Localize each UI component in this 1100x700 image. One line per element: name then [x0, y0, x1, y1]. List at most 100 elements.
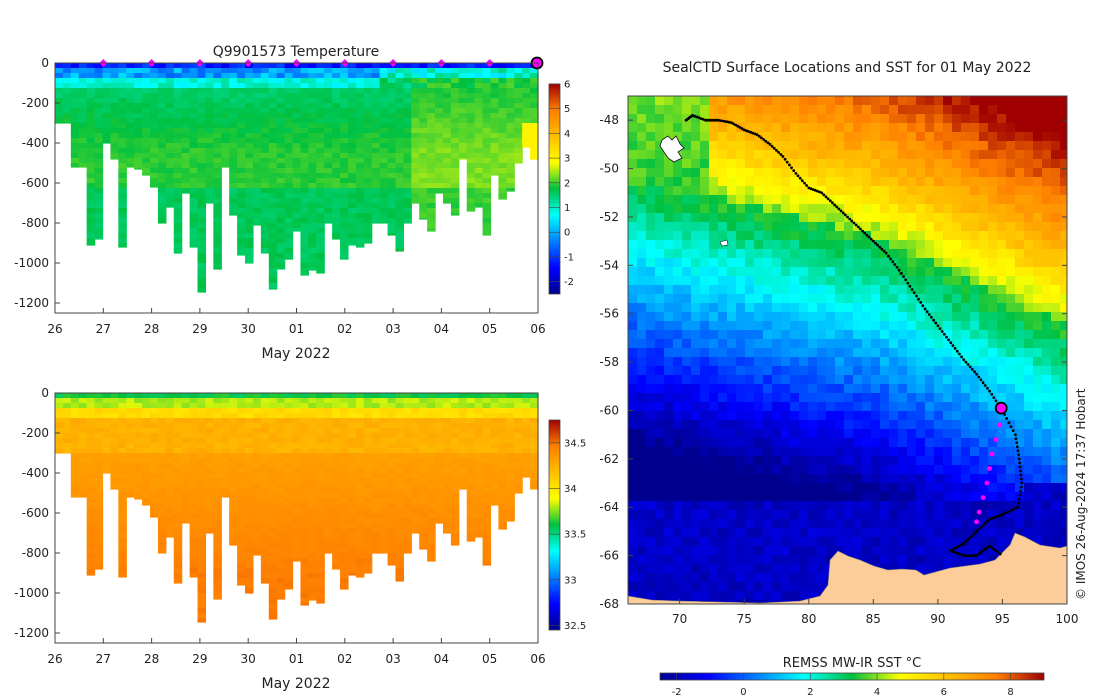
temperature-cell — [403, 208, 412, 214]
temperature-cell — [371, 163, 381, 169]
sst-cell — [727, 375, 737, 385]
temperature-cell — [347, 153, 357, 159]
sst-cell — [772, 357, 782, 367]
sst-cell — [628, 492, 638, 502]
salinity-cell — [213, 463, 222, 469]
salinity-cell — [514, 393, 523, 399]
temperature-cell — [363, 103, 373, 109]
sst-cell — [709, 402, 719, 412]
salinity-cell — [142, 393, 151, 399]
temperature-cell — [276, 163, 286, 169]
temperature-cell — [300, 243, 309, 249]
salinity-cell — [221, 438, 230, 444]
sst-cell — [745, 537, 755, 547]
temperature-cell — [78, 123, 88, 129]
temperature-cell — [260, 193, 270, 199]
sst-cell — [772, 600, 782, 604]
temperature-cell — [419, 78, 428, 84]
salinity-cell — [324, 518, 333, 524]
salinity-cell — [213, 443, 222, 449]
salinity-cell — [142, 408, 151, 414]
sst-cell — [700, 222, 710, 232]
salinity-cell — [403, 433, 412, 439]
salinity-cell — [300, 588, 309, 594]
sst-cell — [664, 420, 674, 430]
salinity-cell — [506, 483, 515, 489]
y-tick-label: -600 — [22, 506, 49, 520]
salinity-cell — [474, 468, 484, 474]
salinity-cell — [340, 468, 349, 474]
sst-cell — [673, 519, 683, 529]
salinity-cell — [435, 408, 444, 414]
salinity-cell — [411, 503, 420, 509]
sst-cell — [745, 294, 755, 304]
temperature-cell — [411, 68, 420, 74]
sst-cell — [637, 519, 647, 529]
temperature-cell — [450, 78, 460, 84]
salinity-cell — [387, 458, 397, 464]
salinity-cell — [134, 423, 143, 429]
temperature-cell — [268, 263, 278, 269]
sst-cell — [781, 195, 791, 205]
temperature-cell — [522, 88, 531, 94]
temperature-cell — [514, 73, 523, 79]
temperature-cell — [70, 133, 80, 139]
temperature-cell — [324, 153, 333, 159]
temperature-cell — [371, 123, 381, 129]
sst-cell — [727, 600, 737, 604]
sst-cell — [718, 339, 728, 349]
salinity-cell — [157, 533, 167, 539]
temperature-cell — [300, 133, 309, 139]
salinity-cell — [308, 413, 317, 419]
sst-cell — [727, 303, 737, 313]
sst-cell — [763, 114, 773, 124]
temperature-cell — [427, 138, 436, 144]
sst-cell — [628, 96, 638, 106]
salinity-cell — [466, 393, 476, 399]
temperature-cell — [411, 113, 420, 119]
sst-cell — [709, 528, 719, 538]
salinity-cell — [94, 393, 104, 399]
temperature-cell — [237, 228, 246, 234]
temperature-cell — [340, 118, 349, 124]
salinity-cell — [110, 478, 119, 484]
temperature-cell — [284, 138, 294, 144]
salinity-cell — [300, 478, 309, 484]
salinity-cell — [435, 463, 444, 469]
temperature-cell — [395, 138, 404, 144]
salinity-cell — [332, 548, 341, 554]
salinity-cell — [94, 528, 104, 534]
temperature-cell — [221, 158, 230, 164]
temperature-cell — [245, 158, 254, 164]
salinity-cell — [482, 468, 492, 474]
salinity-cell — [229, 508, 238, 514]
salinity-cell — [213, 583, 222, 589]
salinity-cell — [189, 523, 199, 529]
salinity-cell — [55, 438, 64, 444]
salinity-cell — [347, 533, 357, 539]
salinity-cell — [300, 433, 309, 439]
temperature-cell — [189, 243, 199, 248]
temperature-cell — [245, 258, 254, 264]
sst-cell — [763, 582, 773, 592]
x-tick-label: 03 — [385, 652, 400, 666]
salinity-cell — [229, 463, 238, 469]
salinity-cell — [237, 418, 246, 424]
temperature-cell — [284, 258, 294, 260]
temperature-cell — [308, 248, 317, 254]
salinity-cell — [522, 413, 531, 419]
temperature-cell — [221, 153, 230, 159]
sst-cell — [673, 348, 683, 358]
sst-cell — [790, 186, 800, 196]
temperature-cell — [197, 138, 207, 144]
temperature-cell — [347, 208, 357, 214]
temperature-cell — [213, 73, 222, 79]
salinity-cell — [205, 393, 214, 399]
sst-cell — [673, 528, 683, 538]
temperature-cell — [498, 128, 507, 134]
sst-cell — [772, 555, 782, 565]
temperature-cell — [118, 218, 127, 224]
sst-cell — [754, 447, 764, 457]
salinity-cell — [118, 473, 127, 479]
temperature-cell — [86, 163, 96, 169]
